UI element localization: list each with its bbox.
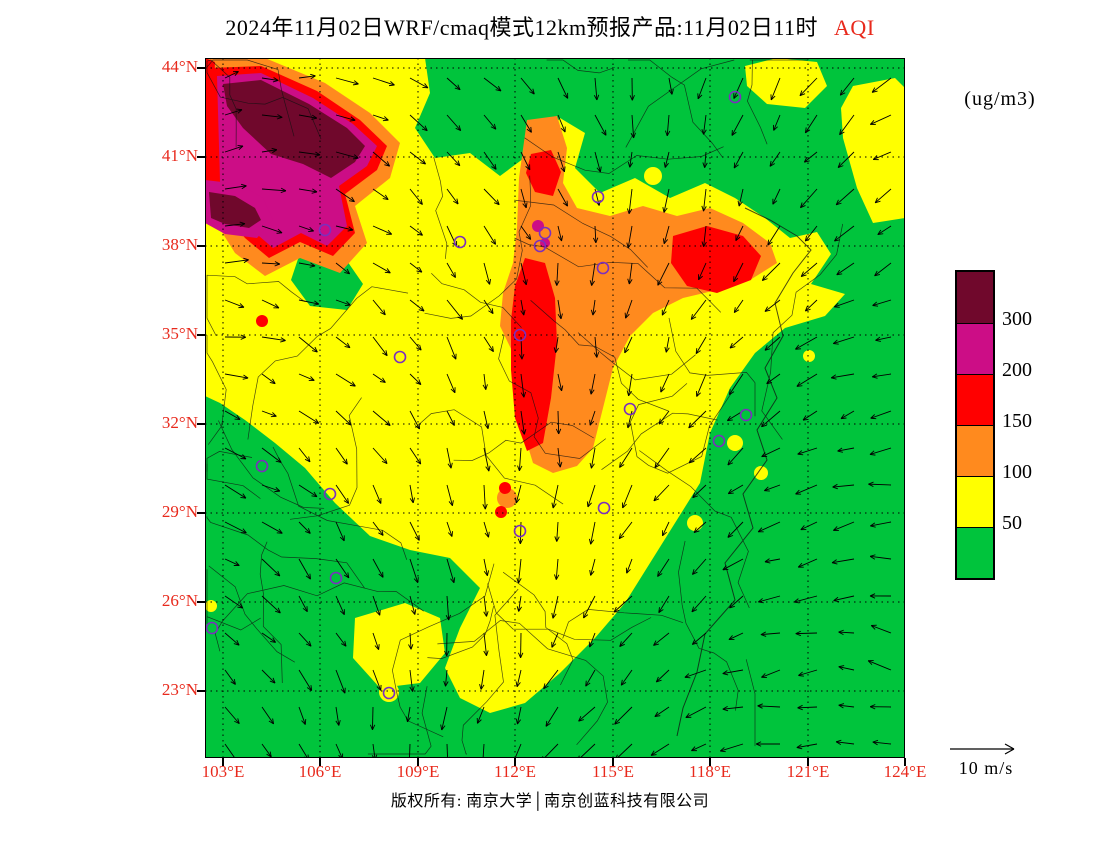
colorbar-segment-maroon	[957, 272, 993, 323]
colorbar-segment-magenta	[957, 323, 993, 374]
colorbar-label: 200	[1002, 359, 1032, 381]
lon-axis-tick	[319, 758, 321, 766]
city-markers	[205, 90, 753, 700]
aqi-contour-map	[205, 58, 905, 758]
lon-tick-label: 121°E	[786, 762, 830, 781]
colorbar-segment-green	[957, 527, 993, 578]
lon-tick-label: 106°E	[298, 762, 342, 781]
colorbar-segment-yellow	[957, 476, 993, 527]
units-label: (ug/m3)	[964, 88, 1036, 110]
chart-title-main: 2024年11月02日WRF/cmaq模式12km预报产品:11月02日11时	[225, 15, 819, 40]
colorbar	[955, 270, 995, 580]
lon-tick-label: 124°E	[883, 762, 927, 781]
copyright-text: 版权所有: 南京大学│南京创蓝科技有限公司	[390, 793, 710, 810]
lon-axis-tick	[514, 758, 516, 766]
lat-axis-tick	[197, 156, 205, 158]
wind-reference-label: 10 m/s	[958, 758, 1014, 778]
lon-tick-label: 103°E	[201, 762, 245, 781]
lat-tick-label: 38°N	[161, 235, 198, 254]
colorbar-label: 100	[1002, 461, 1032, 483]
lat-tick-label: 26°N	[161, 591, 198, 610]
lon-axis-tick	[807, 758, 809, 766]
contour-regions	[205, 58, 905, 758]
lat-axis-tick	[197, 601, 205, 603]
lat-axis-tick	[197, 423, 205, 425]
grid-lines	[205, 58, 905, 758]
lon-tick-label: 118°E	[688, 762, 732, 781]
lon-tick-label: 109°E	[396, 762, 440, 781]
lat-tick-label: 23°N	[161, 680, 198, 699]
lat-tick-label: 41°N	[161, 146, 198, 165]
lat-tick-label: 29°N	[161, 502, 198, 521]
colorbar-segment-red	[957, 374, 993, 425]
lat-axis-tick	[197, 690, 205, 692]
colorbar-label: 300	[1002, 308, 1032, 330]
wind-arrows	[224, 71, 892, 758]
wind-reference-arrow	[950, 743, 1015, 755]
lon-axis-tick	[904, 758, 906, 766]
lon-axis-tick	[417, 758, 419, 766]
lat-tick-label: 44°N	[161, 57, 198, 76]
lon-tick-label: 112°E	[493, 762, 537, 781]
map-panel	[205, 58, 905, 758]
colorbar-label: 150	[1002, 410, 1032, 432]
lon-axis-tick	[612, 758, 614, 766]
lat-axis-tick	[197, 512, 205, 514]
chart-title: 2024年11月02日WRF/cmaq模式12km预报产品:11月02日11时 A…	[0, 10, 1100, 42]
lat-axis-tick	[197, 67, 205, 69]
colorbar-segment-orange	[957, 425, 993, 476]
lat-axis-tick	[197, 245, 205, 247]
lon-tick-label: 115°E	[591, 762, 635, 781]
lon-axis-tick	[709, 758, 711, 766]
lat-tick-label: 32°N	[161, 413, 198, 432]
lat-tick-label: 35°N	[161, 324, 198, 343]
lon-axis-tick	[222, 758, 224, 766]
colorbar-label: 50	[1002, 512, 1022, 534]
lat-axis-tick	[197, 334, 205, 336]
chart-title-variable: AQI	[834, 15, 875, 40]
